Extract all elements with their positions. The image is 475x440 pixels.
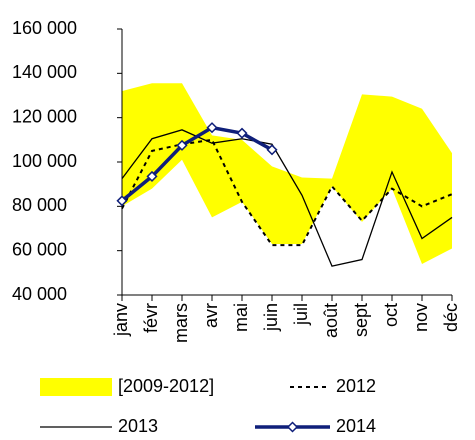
y-tick-label: 100 000 [12, 151, 77, 171]
y-tick-label: 60 000 [12, 239, 67, 259]
legend-label: [2009-2012] [118, 376, 214, 396]
x-tick-label: déc [441, 303, 461, 332]
y-tick-label: 40 000 [12, 284, 67, 304]
x-tick-label: sept [351, 303, 371, 337]
point-marker [266, 144, 278, 156]
x-tick-label: juil [291, 303, 311, 326]
x-tick-label: nov [411, 303, 431, 332]
range-band [122, 83, 452, 264]
point-marker [116, 195, 128, 207]
point-marker [176, 139, 188, 151]
legend-label: 2012 [336, 376, 376, 396]
legend-label: 2013 [118, 416, 158, 436]
series-line [120, 125, 273, 203]
y-tick-label: 160 000 [12, 18, 77, 38]
y-tick-label: 140 000 [12, 62, 77, 82]
x-tick-label: févr [141, 303, 161, 333]
point-marker [146, 170, 158, 182]
point-marker [236, 127, 248, 139]
x-tick-label: avr [201, 303, 221, 328]
x-tick-label: oct [381, 303, 401, 327]
legend-label: 2014 [336, 416, 376, 436]
y-tick-label: 80 000 [12, 195, 67, 215]
series-line [121, 129, 453, 267]
x-tick-label: juin [261, 303, 281, 332]
point-marker [206, 122, 218, 134]
x-tick-label: mai [231, 303, 251, 332]
legend-marker [286, 421, 299, 433]
y-tick-label: 120 000 [12, 106, 77, 126]
x-tick-label: mars [171, 303, 191, 343]
x-tick-label: janv [111, 303, 131, 337]
x-tick-label: août [321, 303, 341, 338]
legend-swatch [40, 378, 112, 396]
